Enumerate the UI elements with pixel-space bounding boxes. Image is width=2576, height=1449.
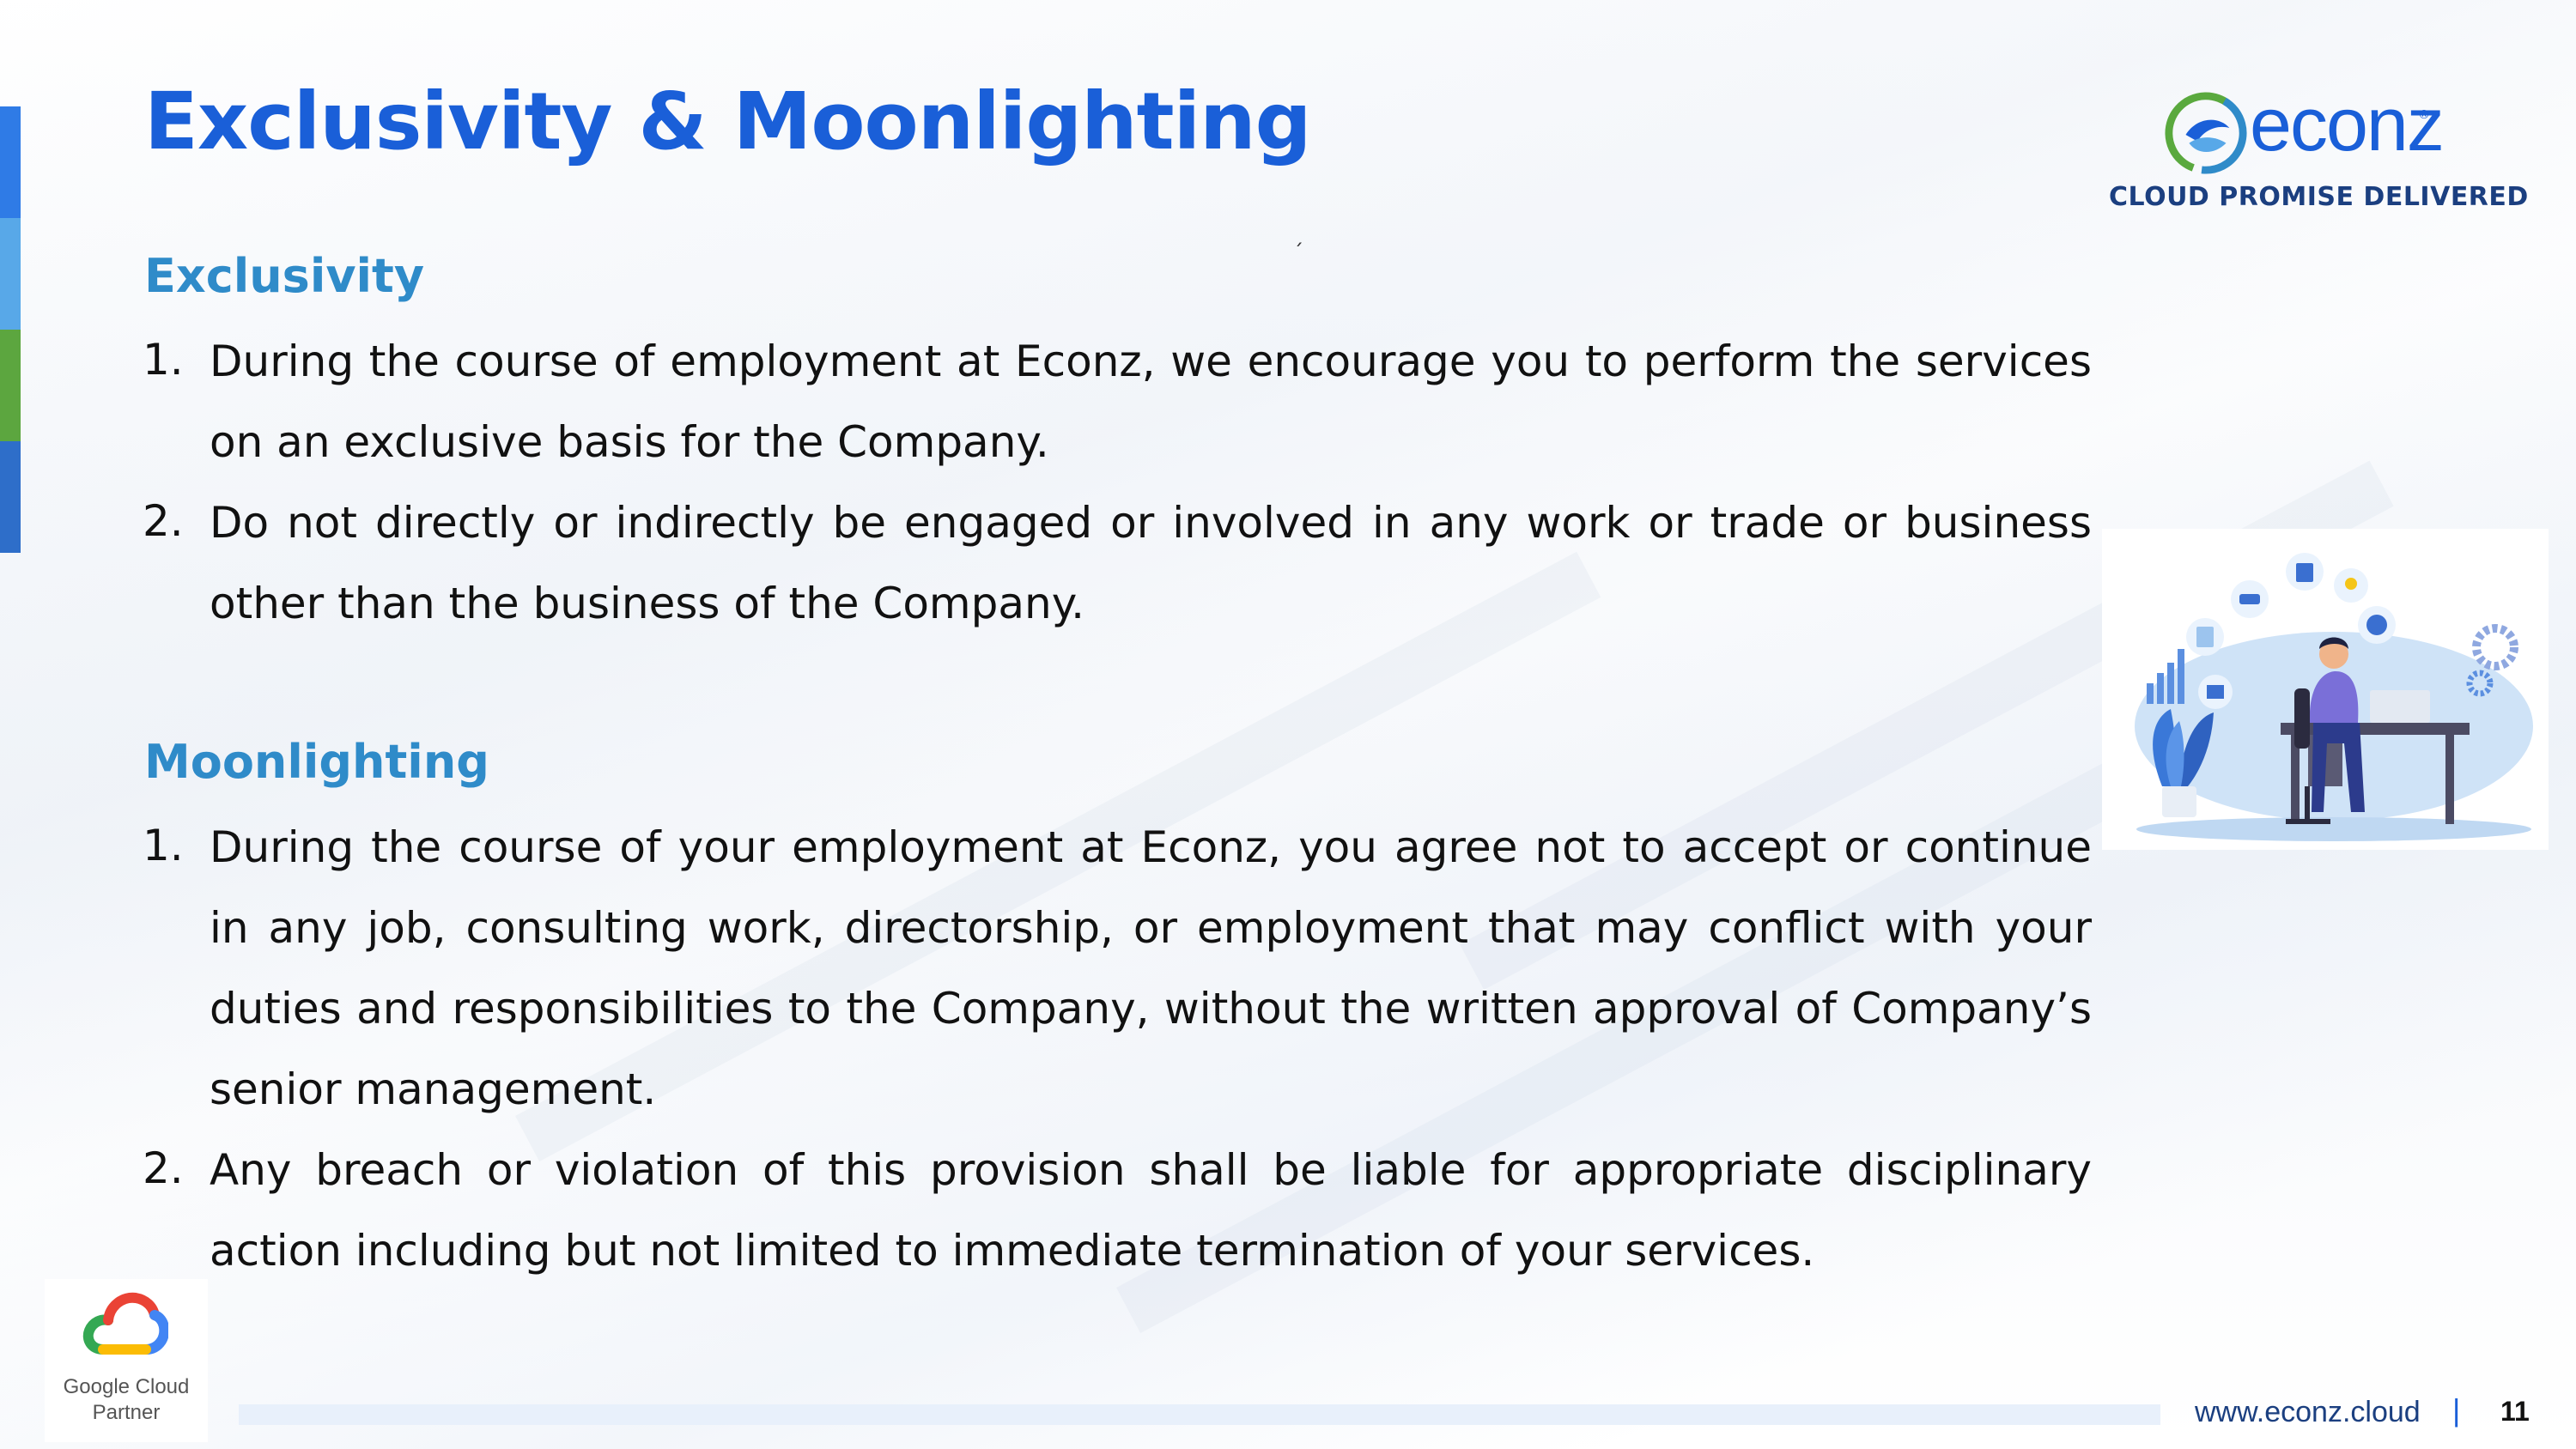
left-accent-bar	[0, 106, 21, 553]
footer-url-link[interactable]: www.econz.cloud	[2195, 1396, 2421, 1428]
econz-logo-icon	[2165, 92, 2247, 174]
accent-segment-green	[0, 330, 21, 441]
logo-wordmark: econz	[2250, 82, 2445, 167]
econz-logo: econz ® CLOUD PROMISE DELIVERED	[2104, 82, 2528, 215]
logo-registered-mark: ®	[2418, 108, 2430, 122]
list-number: 1.	[143, 821, 184, 870]
accent-segment-darkblue	[0, 441, 21, 553]
slide-title: Exclusivity & Moonlighting	[144, 76, 1312, 167]
google-cloud-partner-badge: Google Cloud Partner	[45, 1279, 208, 1442]
office-worker-illustration	[2102, 529, 2549, 850]
list-item: 1. During the course of your employment …	[143, 807, 2092, 1130]
logo-tagline: CLOUD PROMISE DELIVERED	[2109, 182, 2529, 212]
footer-separator: |	[2452, 1392, 2461, 1428]
google-cloud-icon	[82, 1292, 168, 1355]
list-item: 2. Any breach or violation of this provi…	[143, 1130, 2092, 1291]
list-item-text: Any breach or violation of this provisio…	[210, 1145, 2092, 1276]
accent-segment-blue	[0, 106, 21, 218]
section-heading-moonlighting: Moonlighting	[144, 735, 489, 789]
list-item-text: Do not directly or indirectly be engaged…	[210, 498, 2092, 628]
page-number: 11	[2500, 1396, 2530, 1427]
accent-segment-lightblue	[0, 218, 21, 330]
list-number: 1.	[143, 335, 184, 385]
badge-line-2: Partner	[92, 1401, 161, 1424]
stray-mark: ´	[1293, 240, 1303, 264]
footer-bar	[239, 1404, 2160, 1425]
list-number: 2.	[143, 496, 184, 546]
list-item-text: During the course of employment at Econz…	[210, 336, 2092, 467]
list-item: 2. Do not directly or indirectly be enga…	[143, 482, 2092, 644]
list-number: 2.	[143, 1143, 184, 1193]
list-item-text: During the course of your employment at …	[210, 822, 2092, 1114]
section-heading-exclusivity: Exclusivity	[144, 249, 425, 303]
badge-line-1: Google Cloud	[63, 1375, 190, 1398]
list-item: 1. During the course of employment at Ec…	[143, 321, 2092, 482]
